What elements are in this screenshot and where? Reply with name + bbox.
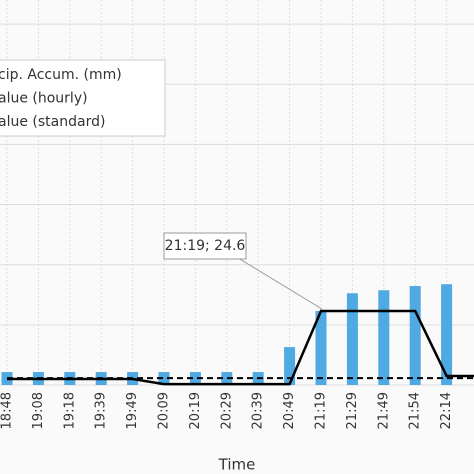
bar (315, 311, 327, 385)
x-tick-label: 20:19 (188, 392, 203, 429)
bar (378, 290, 390, 385)
x-tick-label: 18:48 (0, 392, 15, 429)
x-tick-label: 20:49 (282, 392, 297, 429)
annotation-leader (237, 257, 323, 310)
legend-label: alue (standard) (0, 114, 105, 130)
legend-label: cip. Accum. (mm) (0, 67, 122, 83)
x-tick-label: 21:19 (314, 392, 329, 429)
x-tick-label: 19:18 (62, 392, 77, 429)
x-tick-label: 20:29 (219, 392, 234, 429)
bar (284, 347, 296, 385)
bar (221, 372, 233, 385)
x-tick-label: 20:39 (251, 392, 266, 429)
x-tick-label: 21:54 (408, 392, 423, 429)
bar (441, 284, 453, 385)
x-tick-label: 19:39 (94, 392, 109, 429)
x-tick-label: 19:49 (125, 392, 140, 429)
x-tick-label: 21:29 (345, 392, 360, 429)
annotation-box (163, 232, 247, 260)
bar (158, 372, 170, 385)
legend-label: alue (hourly) (0, 91, 88, 107)
x-axis-label: Time (218, 456, 256, 474)
line (7, 309, 474, 386)
bar (409, 286, 421, 385)
x-tick-label: 20:09 (157, 392, 172, 429)
bar (346, 293, 358, 385)
x-tick-label: 19:08 (31, 392, 46, 429)
x-tick-label: 22:14 (439, 392, 454, 429)
bar (189, 372, 201, 385)
annotation: 21:19; 24.6 (165, 238, 246, 254)
x-tick-label: 21:49 (376, 392, 391, 429)
legend-box (0, 59, 166, 137)
